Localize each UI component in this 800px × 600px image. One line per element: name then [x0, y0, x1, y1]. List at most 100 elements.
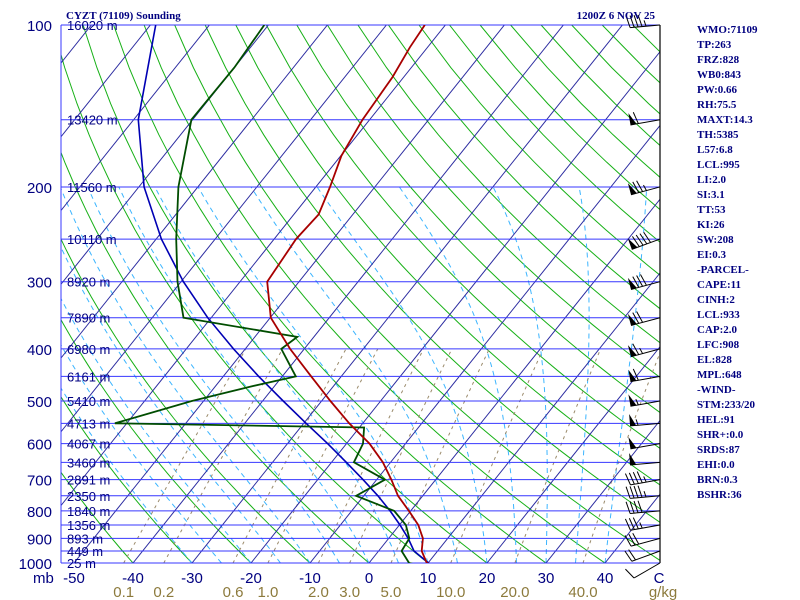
- mixing-ratio-line: [390, 348, 490, 563]
- mixing-ratio-tick-label: 10.0: [436, 584, 465, 600]
- height-label: 2891 m: [67, 473, 110, 488]
- wind-barb: [625, 14, 661, 29]
- background-lines: [61, 25, 660, 563]
- isotherm: [61, 25, 328, 359]
- barb-full: [632, 312, 640, 324]
- barb-full: [632, 471, 639, 484]
- barb-half: [643, 20, 647, 27]
- barb-flag: [629, 453, 637, 465]
- pressure-tick-label: 400: [27, 342, 52, 359]
- barb-full: [640, 274, 647, 286]
- height-label: 5410 m: [67, 394, 110, 409]
- temperature-tick-label: -40: [122, 570, 144, 587]
- pressure-tick-label: 700: [27, 473, 52, 490]
- barb-full: [629, 486, 635, 499]
- mixing-ratio-line: [450, 348, 544, 563]
- pressure-tick-label: 300: [27, 275, 52, 292]
- barb-full: [632, 517, 639, 530]
- index-item: MAXT:14.3: [697, 114, 753, 126]
- moist-adiabat: [87, 186, 340, 563]
- isotherm: [73, 25, 505, 563]
- barb-shaft: [630, 24, 661, 29]
- temperature-tick-label: -50: [63, 570, 85, 587]
- barb-shaft: [630, 317, 661, 326]
- barb-full: [625, 15, 631, 28]
- isotherm: [61, 25, 387, 433]
- barb-shaft: [630, 495, 661, 499]
- moist-adiabat: [492, 186, 548, 563]
- index-item: BRN:0.3: [697, 474, 738, 486]
- height-label: 4067 m: [67, 437, 110, 452]
- wind-barb: [628, 394, 661, 407]
- barb-flag: [628, 437, 637, 449]
- stability-indices: WMO:71109 TP:263 FRZ:828 WB0:843 PW:0.66 RH:7…: [697, 23, 797, 503]
- barb-flag: [627, 238, 638, 250]
- barb-full: [628, 472, 635, 485]
- height-label: 13420 m: [67, 113, 118, 128]
- wind-barb: [624, 471, 661, 486]
- mixing-ratio-tick-label: 3.0: [339, 584, 360, 600]
- barb-full: [633, 500, 639, 513]
- barb-full: [624, 550, 633, 562]
- barb-full: [632, 112, 639, 124]
- height-label: 6161 m: [67, 369, 110, 384]
- barb-half: [635, 419, 639, 426]
- barb-full: [628, 518, 635, 530]
- barb-flag: [629, 414, 637, 426]
- index-item: RH:75.5: [697, 99, 737, 111]
- height-label: 10110 m: [67, 232, 117, 247]
- height-label: 449 m: [67, 544, 103, 559]
- mixing-ratio-tick-label: 0.6: [223, 584, 244, 600]
- index-item: MPL:648: [697, 369, 742, 381]
- barb-flag: [627, 313, 637, 326]
- pressure-tick-label: 800: [27, 504, 52, 521]
- isotherm: [545, 419, 660, 563]
- index-item: KI:26: [697, 219, 725, 231]
- isotherm: [61, 25, 446, 507]
- pressure-tick-label: 1000: [19, 556, 52, 573]
- index-item: CAP:2.0: [697, 324, 738, 336]
- index-item: EL:828: [697, 354, 732, 366]
- index-item: CINH:2: [697, 294, 735, 306]
- isotherm: [132, 25, 564, 563]
- index-item: TT:53: [697, 204, 726, 216]
- barb-full: [636, 311, 644, 323]
- barb-full: [629, 501, 635, 514]
- index-item: WMO:71109: [697, 24, 758, 36]
- pressure-tick-label: 100: [27, 18, 52, 35]
- isobar-lines: [60, 24, 661, 564]
- barb-full: [625, 486, 631, 499]
- barb-full: [628, 549, 636, 561]
- height-label: 893 m: [67, 531, 103, 546]
- temperature-tick-label: -20: [240, 570, 262, 587]
- barb-full: [632, 533, 640, 545]
- index-item: TH:5385: [697, 129, 739, 141]
- isotherm: [250, 50, 660, 563]
- height-label: 3460 m: [67, 455, 110, 470]
- barb-full: [637, 500, 643, 513]
- moist-adiabat: [118, 186, 370, 563]
- mixing-ratio-tick-label: 5.0: [381, 584, 402, 600]
- wind-barb: [624, 517, 661, 531]
- barb-half: [643, 490, 647, 498]
- barb-flag: [627, 345, 637, 357]
- temperature-unit-label: C: [654, 570, 665, 587]
- mixing-ratio-tick-label: 0.2: [153, 584, 174, 600]
- barb-full: [633, 15, 639, 28]
- wind-barb: [625, 485, 661, 499]
- barb-full: [637, 485, 643, 498]
- barb-shaft: [630, 422, 661, 427]
- barb-shaft: [630, 461, 661, 466]
- barb-half: [643, 184, 647, 191]
- wind-barb: [625, 500, 661, 514]
- index-item: LFC:908: [697, 339, 740, 351]
- index-item: -WIND-: [697, 384, 736, 396]
- index-item: SRDS:87: [697, 444, 740, 456]
- barb-flag: [628, 394, 637, 407]
- barb-full: [624, 535, 632, 547]
- index-item: CAPE:11: [697, 279, 741, 291]
- wind-barb: [629, 414, 661, 427]
- barb-full: [635, 234, 644, 246]
- temperature-tick-label: 40: [597, 570, 614, 587]
